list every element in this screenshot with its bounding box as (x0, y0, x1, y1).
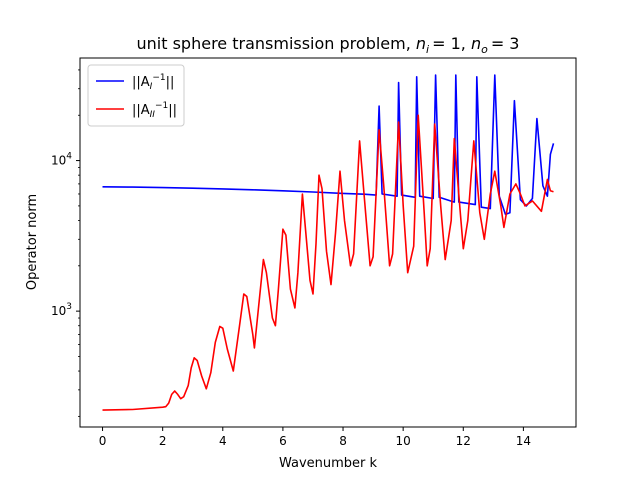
x-tick-label: 14 (516, 434, 531, 448)
y-axis-label: Operator norm (25, 194, 40, 290)
axes-frame (79, 57, 577, 428)
x-tick-label: 6 (279, 434, 287, 448)
x-ticks: 0 2 4 6 8 10 12 14 (99, 427, 531, 448)
chart-title: unit sphere transmission problem, ni = 1,… (137, 34, 520, 56)
x-tick-label: 10 (396, 434, 411, 448)
y-tick-label: 103 (51, 302, 72, 318)
chart-title-text: unit sphere transmission problem, (137, 34, 416, 53)
legend-label-series-2: ||AII−1|| (132, 101, 177, 120)
y-ticks: 103 104 (51, 69, 80, 417)
legend: ||AI−1|| ||AII−1|| (87, 64, 185, 127)
x-tick-label: 8 (339, 434, 347, 448)
y-tick-label: 104 (51, 152, 72, 168)
x-tick-label: 2 (159, 434, 167, 448)
series-line-1 (102, 74, 555, 216)
x-tick-label: 4 (219, 434, 227, 448)
plot-lines (102, 74, 555, 411)
x-tick-label: 0 (99, 434, 107, 448)
x-axis-label: Wavenumber k (279, 456, 378, 471)
x-tick-label: 12 (456, 434, 471, 448)
series-line-2 (102, 114, 554, 411)
legend-label-series-1: ||AI−1|| (132, 73, 174, 92)
